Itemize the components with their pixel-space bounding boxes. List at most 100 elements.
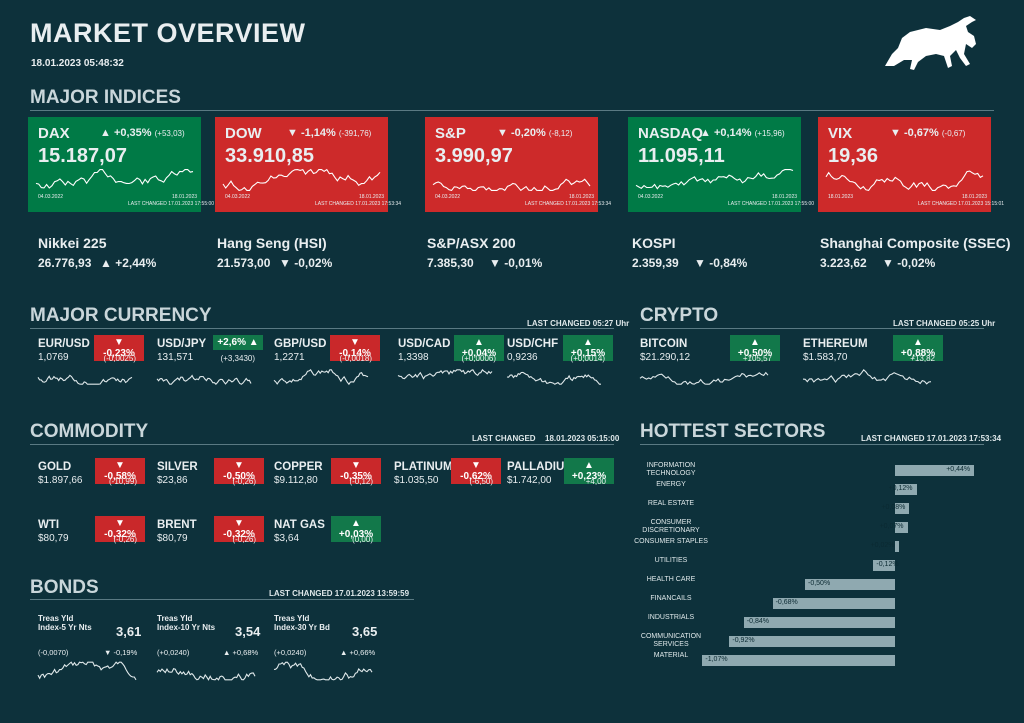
sector-label: UTILITIES	[654, 557, 688, 564]
sector-bar	[873, 560, 895, 571]
sector-label: INFORMATION TECHNOLOGY	[646, 462, 696, 477]
bond-value: 3,65	[352, 624, 378, 639]
bond-abs-change: (-0,0070)	[38, 648, 69, 657]
index-card-nasdaq[interactable]: NASDAQ ▲ +0,14% (+15,96) 11.095,11 04.03.20…	[628, 117, 814, 212]
index-end-date: 18.01.2023	[962, 194, 988, 200]
currency-4-abs-change: (+0,0014)	[570, 354, 605, 363]
currency-divider	[30, 328, 614, 329]
crypto-1-abs-change: +13,82	[910, 354, 935, 363]
crypto-0-name: BITCOIN	[640, 338, 688, 350]
index-change-abs: (+53,03)	[154, 129, 185, 138]
crypto-0-badge: ▲ +0,50%	[730, 335, 780, 361]
currency-2-price: 1,2271	[274, 352, 305, 363]
currency-0-badge: ▼ -0,23%	[94, 335, 144, 361]
index-last-changed: LAST CHANGED 17.01.2023 17:53:34	[315, 201, 402, 207]
commodity-3-price: $1.035,50	[394, 475, 439, 486]
commodity-2-abs-change: (-0,12)	[349, 477, 373, 486]
commodity-6-name: BRENT	[157, 519, 197, 531]
sector-value: +0,07%	[879, 523, 904, 530]
currency-0-abs-change: (-0,0025)	[103, 354, 136, 363]
currency-0-price: 1,0769	[38, 352, 69, 363]
index-change: ▼ -1,14% (-391,76)	[287, 127, 372, 139]
currency-3-abs-change: (+0,0006)	[461, 354, 496, 363]
currency-1-abs-change: (+3,3430)	[220, 354, 255, 363]
index-end-date: 18.01.2023	[359, 194, 385, 200]
index-value: 3.990,97	[435, 145, 513, 167]
index-last-changed: LAST CHANGED 17.01.2023 17:55:00	[128, 201, 215, 207]
commodity-4-price: $1.742,00	[507, 475, 552, 486]
commodity-2-badge: ▼ -0,35%	[331, 458, 381, 484]
sector-bar	[895, 484, 917, 495]
commodity-5-badge: ▼ -0,32%	[95, 516, 145, 542]
commodity-7-abs-change: (0,00)	[352, 535, 373, 544]
index-card-vix[interactable]: VIX ▼ -0,67% (-0,67) 19,36 18.01.2023 18.01.…	[818, 117, 1004, 212]
commodity-7-name: NAT GAS	[274, 519, 325, 531]
bonds-divider	[30, 599, 414, 600]
index-sparkline	[635, 169, 794, 190]
indices-section-title: MAJOR INDICES	[30, 87, 181, 108]
index-card-dax[interactable]: DAX ▲ +0,35% (+53,03) 15.187,07 04.03.2022 1…	[28, 117, 214, 212]
commodity-0-price: $1.897,66	[38, 475, 83, 486]
commodity-6-abs-change: (-0,26)	[232, 535, 256, 544]
index-value: 11.095,11	[638, 145, 725, 167]
bonds-last-changed: LAST CHANGED 17.01.2023 13:59:59	[269, 589, 410, 598]
index-start-date: 18.01.2023	[828, 194, 854, 200]
sector-value: +0,08%	[881, 504, 906, 511]
index-sparkline	[35, 169, 194, 189]
currency-2-name: GBP/USD	[274, 338, 327, 350]
index-end-date: 18.01.2023	[172, 194, 198, 200]
index-name: DAX	[38, 125, 70, 142]
commodity-4-name: PALLADIUM	[507, 461, 574, 473]
currency-section-title: MAJOR CURRENCY	[30, 305, 212, 326]
crypto-0-abs-change: +105,57	[742, 354, 772, 363]
sector-bar	[895, 541, 899, 552]
commodity-1-abs-change: (-0,26)	[232, 477, 256, 486]
sub-index-change: ▼ -0,02%	[279, 256, 333, 270]
commodity-6-price: $80,79	[157, 533, 188, 544]
currency-1-name: USD/JPY	[157, 338, 207, 350]
sector-bar	[895, 465, 975, 476]
index-last-changed: LAST CHANGED 17.01.2023 17:55:00	[728, 201, 815, 207]
sector-label: CONSUMER STAPLES	[634, 538, 708, 545]
sub-index-name: Nikkei 225	[38, 235, 107, 251]
sub-index-change: ▼ -0,84%	[694, 256, 748, 270]
commodity-0-abs-change: (-10,99)	[108, 477, 137, 486]
sector-label: MATERIAL	[653, 652, 689, 659]
commodity-4-badge: ▲ +0,23%	[564, 458, 614, 484]
sectors-divider	[640, 444, 984, 445]
currency-4-price: 0,9236	[507, 352, 538, 363]
currency-3-price: 1,3398	[398, 352, 429, 363]
page-title: MARKET OVERVIEW	[30, 18, 306, 48]
index-card-sp[interactable]: S&P ▼ -0,20% (-8,12) 3.990,97 04.03.2022 18.…	[425, 117, 611, 212]
sector-label: FINANCAILS	[650, 595, 692, 602]
sector-value: -0,12%	[876, 561, 899, 568]
sector-bar	[729, 636, 895, 647]
sub-index-value: 2.359,39	[632, 256, 679, 270]
index-change: ▼ -0,20% (-8,12)	[497, 127, 573, 139]
commodity-3-abs-change: (-6,50)	[469, 477, 493, 486]
index-sparkline	[222, 168, 381, 192]
index-sparkline	[825, 170, 984, 192]
sector-label: CONSUMER DISCRETIONARY	[642, 519, 700, 534]
commodity-last-changed-time: 18.01.2023 05:15:00	[545, 434, 620, 443]
index-start-date: 04.03.2022	[225, 194, 251, 200]
sub-index-value: 26.776,93	[38, 256, 92, 270]
commodity-0-badge: ▼ -0,58%	[95, 458, 145, 484]
commodity-5-price: $80,79	[38, 533, 69, 544]
bond-abs-change: (+0,0240)	[157, 648, 190, 657]
sector-bar	[702, 655, 895, 666]
index-name: DOW	[225, 125, 262, 142]
index-card-dow[interactable]: DOW ▼ -1,14% (-391,76) 33.910,85 04.03.2022…	[215, 117, 401, 212]
sub-index-name: Hang Seng (HSI)	[217, 235, 327, 251]
index-end-date: 18.01.2023	[772, 194, 798, 200]
index-value: 19,36	[828, 145, 879, 167]
bond-sparkline	[273, 661, 373, 681]
sector-value: -0,84%	[746, 618, 769, 625]
sector-value: +0,44%	[946, 466, 971, 473]
index-value: 33.910,85	[225, 145, 314, 167]
commodity-divider	[30, 444, 614, 445]
index-name: NASDAQ	[638, 125, 704, 142]
crypto-last-changed: LAST CHANGED 05:25 Uhr	[893, 319, 996, 328]
sub-index-change: ▼ -0,02%	[882, 256, 936, 270]
index-change-abs: (-8,12)	[548, 129, 573, 138]
